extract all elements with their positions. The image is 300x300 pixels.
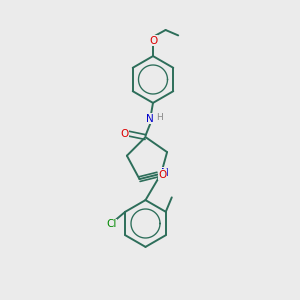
Text: N: N [161,168,169,178]
Text: Cl: Cl [106,219,116,230]
Text: O: O [149,35,157,46]
Text: O: O [120,128,128,139]
Text: H: H [157,113,163,122]
Text: N: N [146,113,154,124]
Text: O: O [158,169,166,180]
